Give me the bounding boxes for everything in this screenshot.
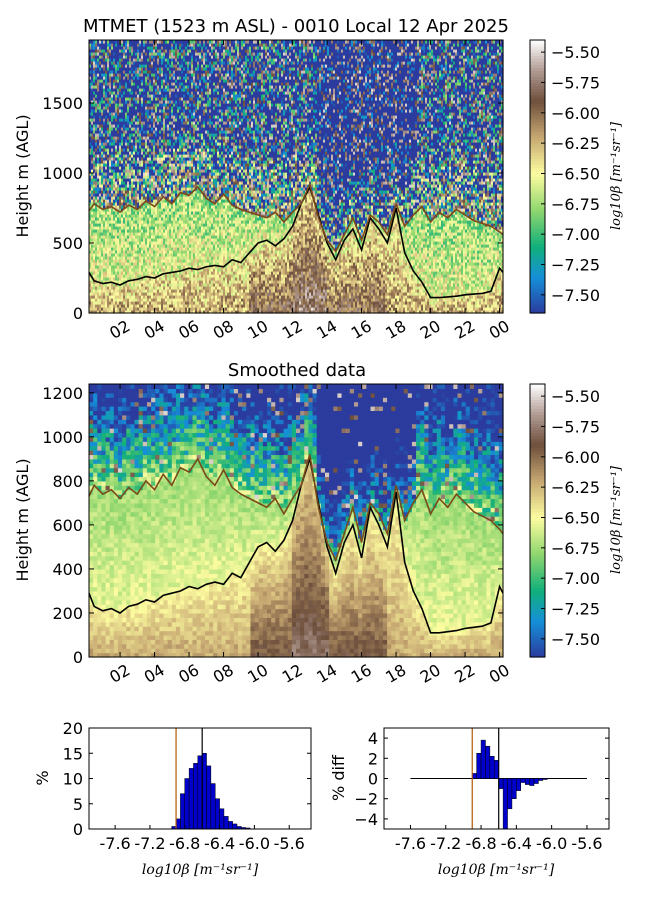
raw-heatmap-cells: [89, 40, 504, 314]
figure-title: MTMET (1523 m ASL) - 0010 Local 12 Apr 2…: [83, 16, 509, 37]
